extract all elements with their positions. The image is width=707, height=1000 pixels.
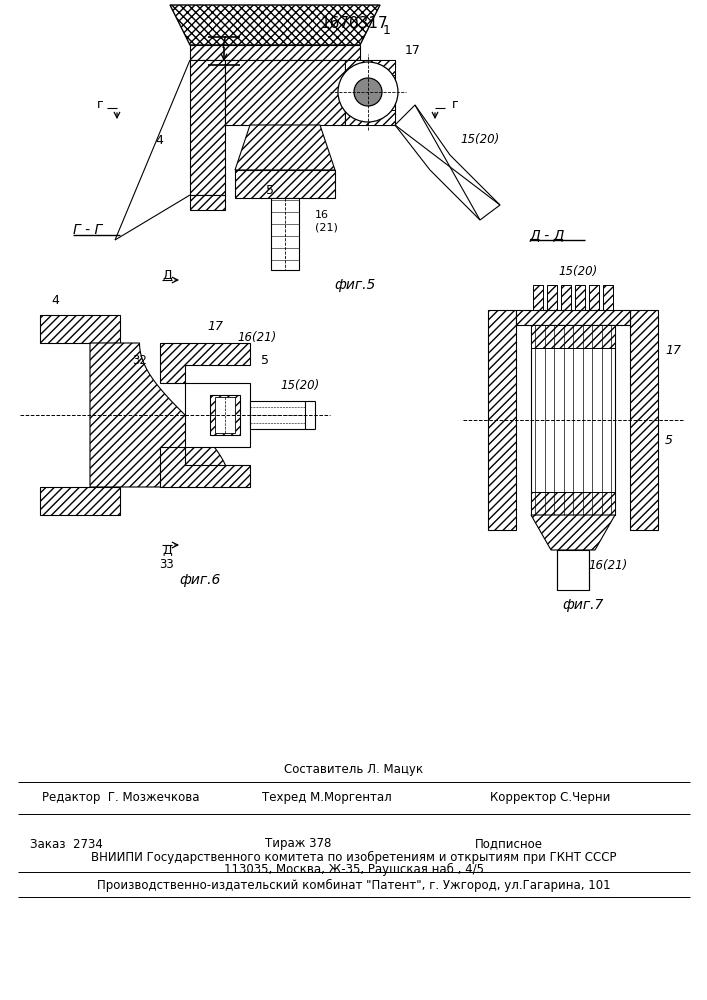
Bar bbox=[215, 397, 235, 433]
Polygon shape bbox=[160, 447, 250, 487]
Polygon shape bbox=[533, 285, 543, 310]
Polygon shape bbox=[40, 487, 120, 515]
Text: Редактор  Г. Мозжечкова: Редактор Г. Мозжечкова bbox=[42, 792, 199, 804]
Text: фиг.6: фиг.6 bbox=[180, 573, 221, 587]
Text: Заказ  2734: Заказ 2734 bbox=[30, 838, 103, 850]
Text: 113035, Москва, Ж-35, Раушская наб., 4/5: 113035, Москва, Ж-35, Раушская наб., 4/5 bbox=[224, 862, 484, 876]
Polygon shape bbox=[345, 60, 395, 75]
Bar bbox=[271, 198, 299, 270]
Text: 16(21): 16(21) bbox=[588, 558, 628, 572]
Text: 17: 17 bbox=[665, 344, 681, 357]
Polygon shape bbox=[589, 285, 599, 310]
Text: 15(20): 15(20) bbox=[460, 133, 499, 146]
Text: Д: Д bbox=[162, 268, 172, 282]
Text: 1670317: 1670317 bbox=[320, 15, 388, 30]
Text: Корректор С.Черни: Корректор С.Черни bbox=[490, 792, 610, 804]
Text: Подписное: Подписное bbox=[475, 838, 543, 850]
Text: Производственно-издательский комбинат "Патент", г. Ужгород, ул.Гагарина, 101: Производственно-издательский комбинат "П… bbox=[97, 878, 611, 892]
Text: г: г bbox=[97, 99, 103, 111]
Text: 16: 16 bbox=[315, 210, 329, 220]
Bar bbox=[250, 401, 305, 429]
Bar bbox=[531, 325, 615, 515]
Text: 16(21): 16(21) bbox=[238, 330, 276, 344]
Text: ВНИИПИ Государственного комитета по изобретениям и открытиям при ГКНТ СССР: ВНИИПИ Государственного комитета по изоб… bbox=[91, 850, 617, 864]
Text: Г - Г: Г - Г bbox=[73, 223, 103, 237]
Text: 5: 5 bbox=[665, 434, 673, 446]
Bar bbox=[185, 383, 250, 447]
Bar bbox=[210, 395, 240, 435]
Text: 15(20): 15(20) bbox=[559, 265, 597, 278]
Text: (21): (21) bbox=[315, 223, 338, 233]
Text: 4: 4 bbox=[51, 294, 59, 306]
Text: фиг.7: фиг.7 bbox=[562, 598, 604, 612]
Text: 33: 33 bbox=[160, 558, 175, 572]
Text: 17: 17 bbox=[405, 43, 421, 56]
Text: Техред М.Моргентал: Техред М.Моргентал bbox=[262, 792, 392, 804]
Polygon shape bbox=[90, 343, 230, 487]
Polygon shape bbox=[516, 310, 630, 325]
Circle shape bbox=[354, 78, 382, 106]
Polygon shape bbox=[531, 325, 615, 348]
Circle shape bbox=[338, 62, 398, 122]
Polygon shape bbox=[190, 45, 360, 60]
Text: г: г bbox=[452, 99, 458, 111]
Polygon shape bbox=[90, 343, 120, 487]
Text: I: I bbox=[222, 35, 226, 50]
Text: 5: 5 bbox=[261, 354, 269, 366]
Text: Д - Д: Д - Д bbox=[530, 228, 566, 242]
Polygon shape bbox=[235, 125, 335, 170]
Polygon shape bbox=[547, 285, 557, 310]
Polygon shape bbox=[630, 310, 658, 530]
Polygon shape bbox=[345, 60, 395, 125]
Text: Тираж 378: Тираж 378 bbox=[265, 838, 332, 850]
Text: Составитель Л. Мацук: Составитель Л. Мацук bbox=[284, 764, 423, 776]
Text: 32: 32 bbox=[133, 354, 148, 366]
Polygon shape bbox=[160, 343, 250, 383]
Polygon shape bbox=[190, 195, 225, 210]
Polygon shape bbox=[40, 315, 120, 343]
Text: Д: Д bbox=[162, 544, 172, 556]
Polygon shape bbox=[345, 110, 395, 125]
Text: 15(20): 15(20) bbox=[281, 378, 320, 391]
Polygon shape bbox=[395, 105, 500, 220]
Polygon shape bbox=[561, 285, 571, 310]
Polygon shape bbox=[235, 170, 335, 198]
Text: 4: 4 bbox=[155, 133, 163, 146]
Text: фиг.5: фиг.5 bbox=[334, 278, 375, 292]
Polygon shape bbox=[575, 285, 585, 310]
Text: 17: 17 bbox=[207, 320, 223, 334]
Polygon shape bbox=[170, 5, 380, 45]
Polygon shape bbox=[225, 60, 345, 125]
Bar bbox=[557, 550, 589, 590]
Polygon shape bbox=[488, 310, 516, 530]
Polygon shape bbox=[531, 492, 615, 515]
Polygon shape bbox=[531, 515, 615, 550]
Text: 1: 1 bbox=[383, 23, 391, 36]
Polygon shape bbox=[190, 60, 225, 195]
Text: 5: 5 bbox=[266, 184, 274, 196]
Polygon shape bbox=[603, 285, 613, 310]
